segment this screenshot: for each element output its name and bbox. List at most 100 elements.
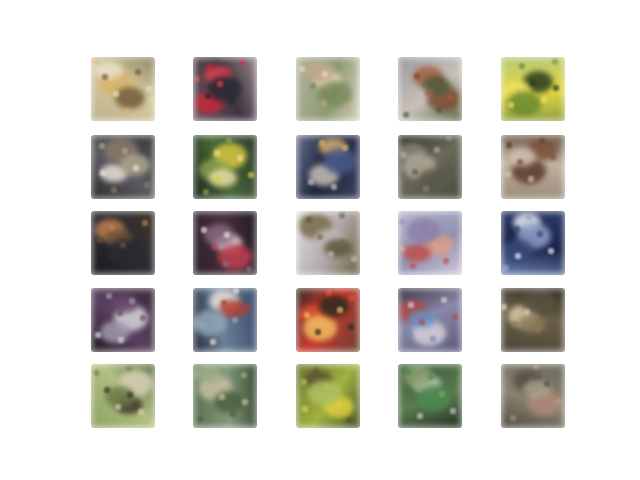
sample-speck (425, 90, 431, 96)
sample-speck (508, 102, 514, 108)
sample-edge-fade (296, 57, 360, 121)
sample-edge-fade (91, 288, 155, 352)
generated-sample-tile (398, 211, 462, 275)
sample-speck (407, 331, 413, 337)
sample-speck (555, 398, 561, 404)
sample-speck (118, 337, 124, 343)
sample-speck (133, 165, 139, 171)
generated-sample-tile (296, 135, 360, 199)
sample-speck (419, 319, 425, 325)
sample-speck (403, 112, 409, 118)
sample-speck (127, 392, 133, 398)
sample-speck (233, 288, 239, 294)
sample-speck (120, 242, 126, 248)
sample-speck (93, 370, 99, 376)
sample-speck (140, 315, 146, 321)
sample-speck (317, 234, 323, 240)
sample-speck (541, 97, 547, 103)
sample-speck (237, 155, 243, 161)
sample-speck (122, 148, 128, 154)
generated-sample-tile (398, 364, 462, 428)
sample-speck (401, 152, 407, 158)
sample-edge-fade (193, 57, 257, 121)
sample-speck (244, 305, 250, 311)
sample-speck (208, 377, 214, 383)
sample-speck (326, 290, 332, 296)
sample-speck (214, 150, 220, 156)
generated-sample-tile (501, 364, 565, 428)
sample-speck (322, 71, 328, 77)
sample-speck (448, 95, 454, 101)
sample-speck (515, 253, 521, 259)
sample-speck (337, 307, 343, 313)
generated-sample-tile (91, 135, 155, 199)
sample-speck (434, 147, 440, 153)
sample-speck (346, 418, 352, 424)
sample-edge-fade (91, 364, 155, 428)
sample-speck (517, 159, 523, 165)
sample-speck (230, 411, 236, 417)
sample-speck (104, 387, 110, 393)
sample-speck (330, 157, 336, 163)
generated-sample-tile (91, 364, 155, 428)
sample-speck (450, 408, 456, 414)
sample-speck (210, 339, 216, 345)
sample-speck (302, 406, 308, 412)
sample-blob (193, 310, 227, 336)
sample-speck (199, 322, 205, 328)
sample-speck (532, 393, 538, 399)
sample-speck (342, 145, 348, 151)
sample-speck (224, 232, 230, 238)
sample-speck (335, 401, 341, 407)
sample-edge-fade (296, 364, 360, 428)
sample-speck (333, 88, 339, 94)
sample-speck (533, 364, 539, 370)
sample-blob (423, 76, 451, 94)
sample-speck (523, 338, 529, 344)
sample-speck (410, 263, 416, 269)
sample-blob (508, 148, 536, 166)
sample-speck (146, 86, 152, 92)
sample-edge-fade (91, 135, 155, 199)
sample-blob (109, 239, 143, 265)
sample-speck (348, 324, 354, 330)
generated-sample-tile (501, 288, 565, 352)
sample-speck (417, 413, 423, 419)
sample-speck (324, 384, 330, 390)
generated-sample-tile (296, 57, 360, 121)
sample-speck (97, 237, 103, 243)
generated-sample-tile (398, 135, 462, 199)
sample-speck (115, 404, 121, 410)
sample-speck (235, 249, 241, 255)
sample-blob (194, 365, 222, 383)
sample-blob (115, 87, 145, 109)
sample-speck (416, 386, 422, 392)
sample-speck (501, 304, 507, 310)
sample-edge-fade (296, 288, 360, 352)
sample-speck (135, 69, 141, 75)
sample-edge-fade (398, 57, 462, 121)
sample-blob (304, 61, 334, 83)
sample-speck (142, 220, 148, 226)
sample-speck (217, 81, 223, 87)
sample-edge-fade (398, 364, 462, 428)
generated-sample-tile (193, 288, 257, 352)
sample-speck (99, 143, 105, 149)
sample-speck (228, 98, 234, 104)
sample-speck (91, 57, 97, 63)
sample-speck (519, 63, 525, 69)
generated-sample-tile (91, 57, 155, 121)
sample-speck (506, 142, 512, 148)
sample-speck (524, 309, 530, 315)
sample-speck (194, 76, 200, 82)
generated-sample-tile (296, 288, 360, 352)
sample-speck (117, 310, 123, 316)
sample-speck (408, 302, 414, 308)
sample-speck (313, 367, 319, 373)
sample-speck (215, 177, 221, 183)
sample-speck (321, 100, 327, 106)
sample-speck (553, 85, 559, 91)
sample-speck (514, 226, 520, 232)
sample-edge-fade (91, 211, 155, 275)
